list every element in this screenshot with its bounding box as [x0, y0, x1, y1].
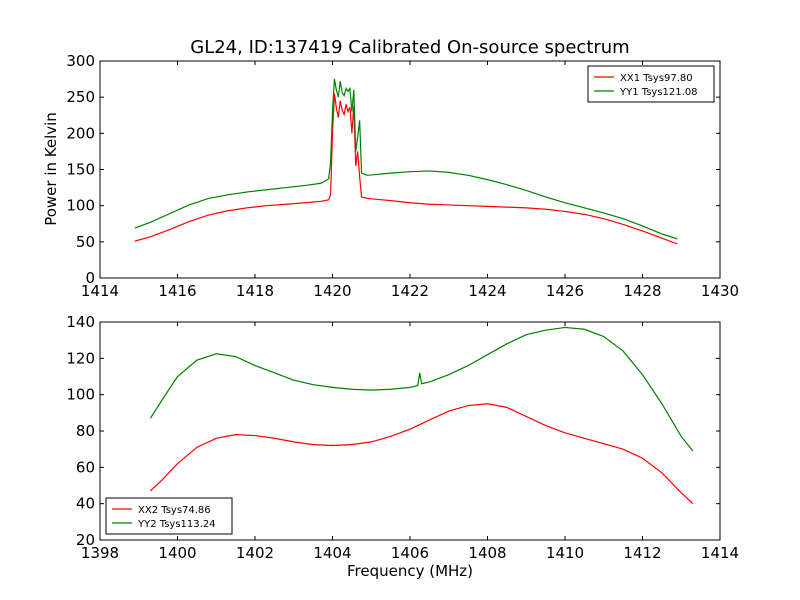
x-tick-label: 1426	[546, 282, 584, 300]
legend-label: YY1 Tsys121.08	[619, 87, 698, 98]
y-tick-label: 0	[85, 269, 95, 287]
series-line-1-0	[149, 403, 694, 505]
x-tick-label: 1400	[158, 544, 196, 562]
y-tick-label: 60	[76, 458, 95, 476]
x-tick-label: 1410	[546, 544, 584, 562]
x-tick-label: 1406	[391, 544, 429, 562]
x-tick-label: 1418	[236, 282, 274, 300]
legend-box	[105, 497, 233, 535]
y-tick-label: 50	[76, 233, 95, 251]
y-tick-label: 100	[66, 386, 95, 404]
x-tick-label: 1430	[701, 282, 739, 300]
x-tick-label: 1414	[81, 282, 119, 300]
legend-label: XX2 Tsys74.86	[138, 505, 211, 516]
x-tick-label: 1416	[158, 282, 196, 300]
x-axis-label: Frequency (MHz)	[347, 562, 473, 580]
x-tick-label: 1412	[623, 544, 661, 562]
x-tick-label: 1408	[468, 544, 506, 562]
y-tick-label: 300	[66, 52, 95, 70]
y-tick-label: 120	[66, 349, 95, 367]
bottom-panel: 1398 1400 1402 1404 1406 1408 1410 1412 1414 20 40…	[66, 313, 739, 562]
y-tick-label: 140	[66, 313, 95, 331]
x-tick-label: 1422	[391, 282, 429, 300]
y-tick-label: 250	[66, 88, 95, 106]
series-line-0-1	[134, 78, 678, 240]
x-tick-label: 1402	[236, 544, 274, 562]
chart-title: GL24, ID:137419 Calibrated On-source spe…	[190, 37, 629, 58]
x-tick-label: 1398	[81, 544, 119, 562]
legend-label: XX1 Tsys97.80	[620, 73, 693, 84]
x-tick-label: 1404	[313, 544, 351, 562]
y-tick-label: 20	[76, 531, 95, 549]
x-tick-label: 1420	[313, 282, 351, 300]
y-tick-label: 200	[66, 124, 95, 142]
x-tick-label: 1424	[468, 282, 506, 300]
top-panel: 1414 1416 1418 1420 1422 1424 1426 1428 1430 0 50 1…	[66, 52, 739, 300]
y-axis-label: Power in Kelvin	[42, 112, 60, 226]
x-tick-label: 1428	[623, 282, 661, 300]
y-tick-label: 150	[66, 161, 95, 179]
y-tick-label: 80	[76, 422, 95, 440]
x-tick-label: 1414	[701, 544, 739, 562]
series-line-1-1	[149, 326, 694, 452]
legend-box	[587, 65, 715, 103]
y-tick-label: 100	[66, 197, 95, 215]
legend-label: YY2 Tsys113.24	[137, 519, 216, 530]
y-tick-label: 40	[76, 495, 95, 513]
series-line-0-0	[134, 93, 678, 245]
